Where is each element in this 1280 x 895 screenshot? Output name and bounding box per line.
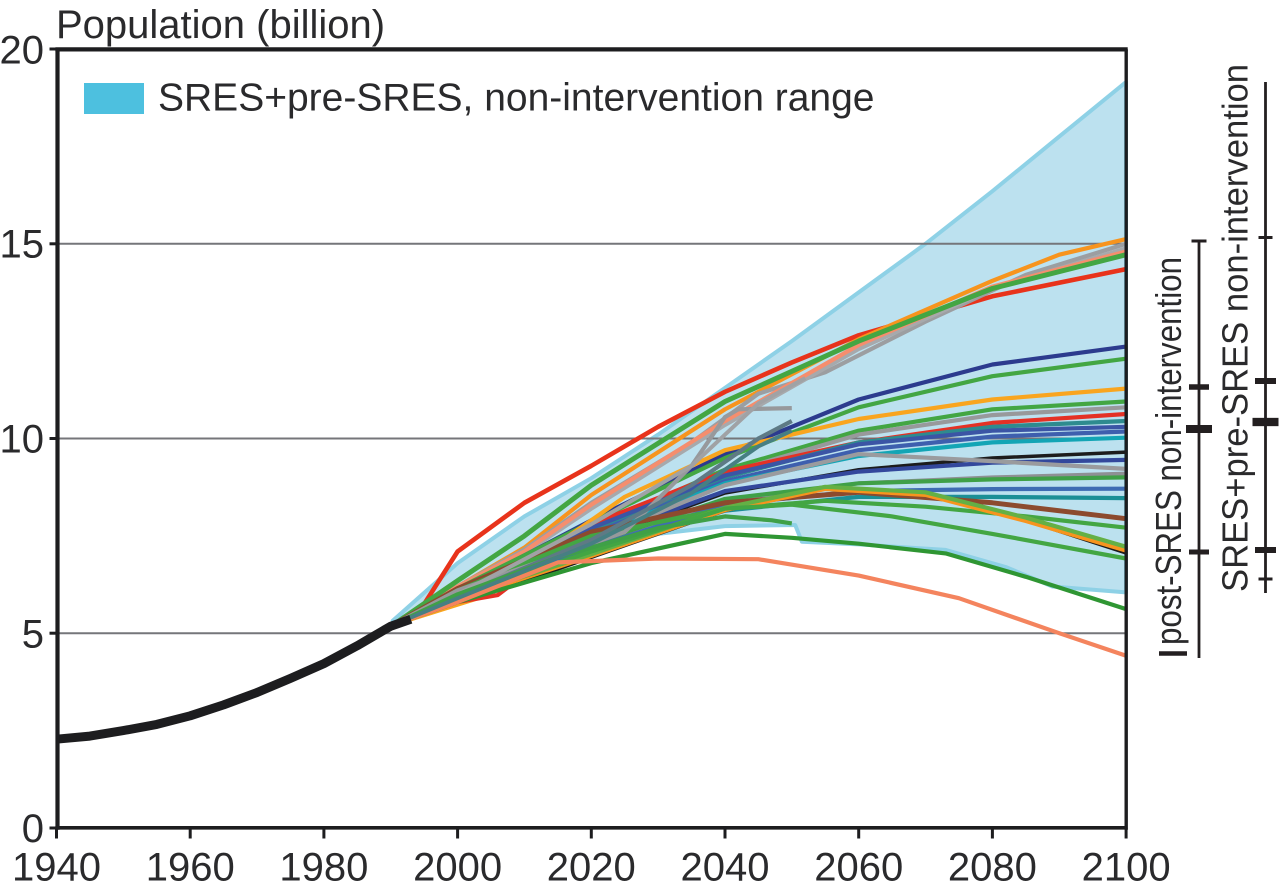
- svg-text:15: 15: [0, 223, 44, 267]
- svg-text:SRES+pre-SRES non-intervention: SRES+pre-SRES non-intervention: [1215, 64, 1256, 592]
- svg-text:20: 20: [0, 29, 44, 73]
- svg-text:2020: 2020: [547, 846, 636, 890]
- svg-text:5: 5: [22, 613, 44, 657]
- svg-text:2000: 2000: [413, 846, 502, 890]
- svg-text:1940: 1940: [12, 846, 101, 890]
- svg-text:0: 0: [22, 807, 44, 851]
- svg-text:2080: 2080: [948, 846, 1037, 890]
- svg-text:1980: 1980: [279, 846, 368, 890]
- svg-text:SRES+pre-SRES, non-interventio: SRES+pre-SRES, non-intervention range: [158, 77, 874, 120]
- svg-text:2060: 2060: [814, 846, 903, 890]
- svg-text:post-SRES non-intervention: post-SRES non-intervention: [1148, 257, 1189, 645]
- svg-text:2040: 2040: [681, 846, 770, 890]
- svg-text:10: 10: [0, 418, 44, 462]
- svg-text:2100: 2100: [1082, 846, 1171, 890]
- svg-text:Population (billion): Population (billion): [56, 3, 385, 47]
- svg-text:1960: 1960: [146, 846, 235, 890]
